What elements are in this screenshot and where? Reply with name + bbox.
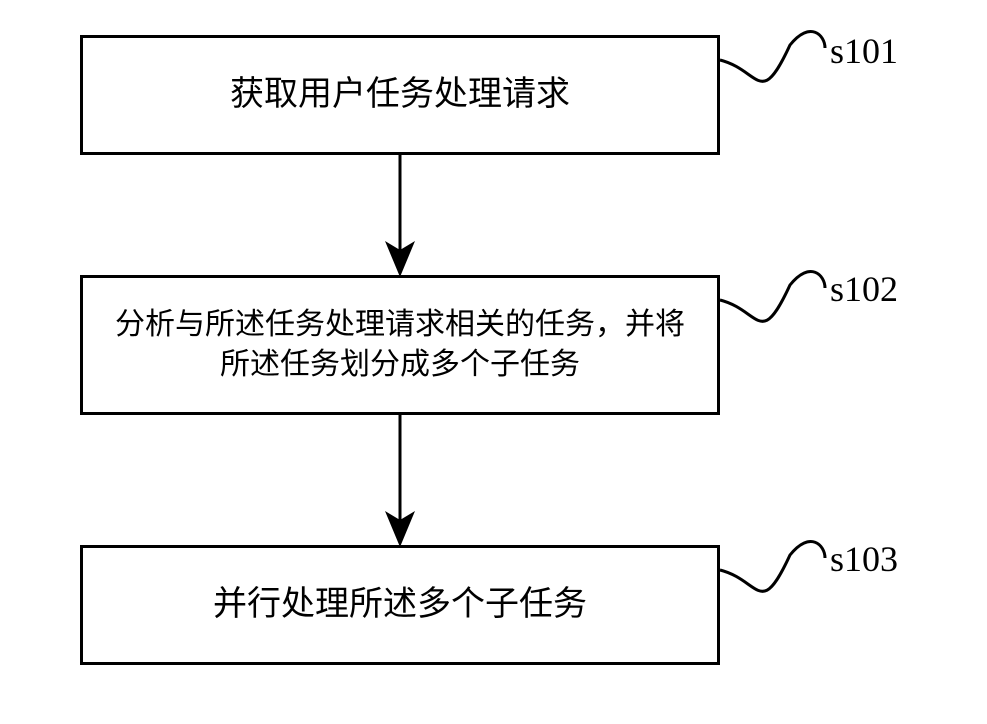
flowchart-canvas: 获取用户任务处理请求 s101 分析与所述任务处理请求相关的任务，并将 所述任务… — [0, 0, 987, 724]
label-connector-s103 — [0, 0, 987, 724]
step-label-s103: s103 — [830, 538, 898, 580]
